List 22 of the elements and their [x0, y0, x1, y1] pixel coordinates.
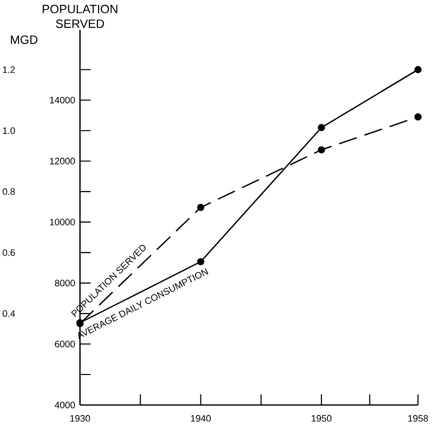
- y2-axis-title: MGD: [10, 35, 38, 44]
- y-axis-title: POPULATION SERVED: [42, 4, 118, 28]
- point: [318, 124, 326, 132]
- point: [318, 146, 326, 154]
- x-tick-label: 1950: [312, 415, 332, 422]
- y2-tick-label: 0.8: [2, 188, 15, 195]
- y-tick-label: 6000: [55, 340, 75, 348]
- point: [414, 66, 422, 74]
- x-tick-label: 1940: [191, 415, 211, 422]
- point: [414, 113, 422, 120]
- x-tick-label: 1930: [70, 415, 90, 422]
- x-tick-label: 1958: [408, 415, 428, 422]
- y-tick-label: 12000: [50, 158, 75, 164]
- y-tick-label: 14000: [50, 96, 75, 104]
- y-tick-label: 10000: [50, 218, 75, 226]
- y-tick-label: 4000: [54, 402, 75, 408]
- point: [197, 204, 204, 212]
- point: [197, 258, 204, 266]
- y2-tick-label: 0.4: [2, 310, 16, 317]
- y2-tick-label: 0.6: [2, 249, 15, 256]
- y2-tick-label: 1.0: [3, 127, 15, 134]
- y2-tick-label: 1.2: [3, 66, 15, 73]
